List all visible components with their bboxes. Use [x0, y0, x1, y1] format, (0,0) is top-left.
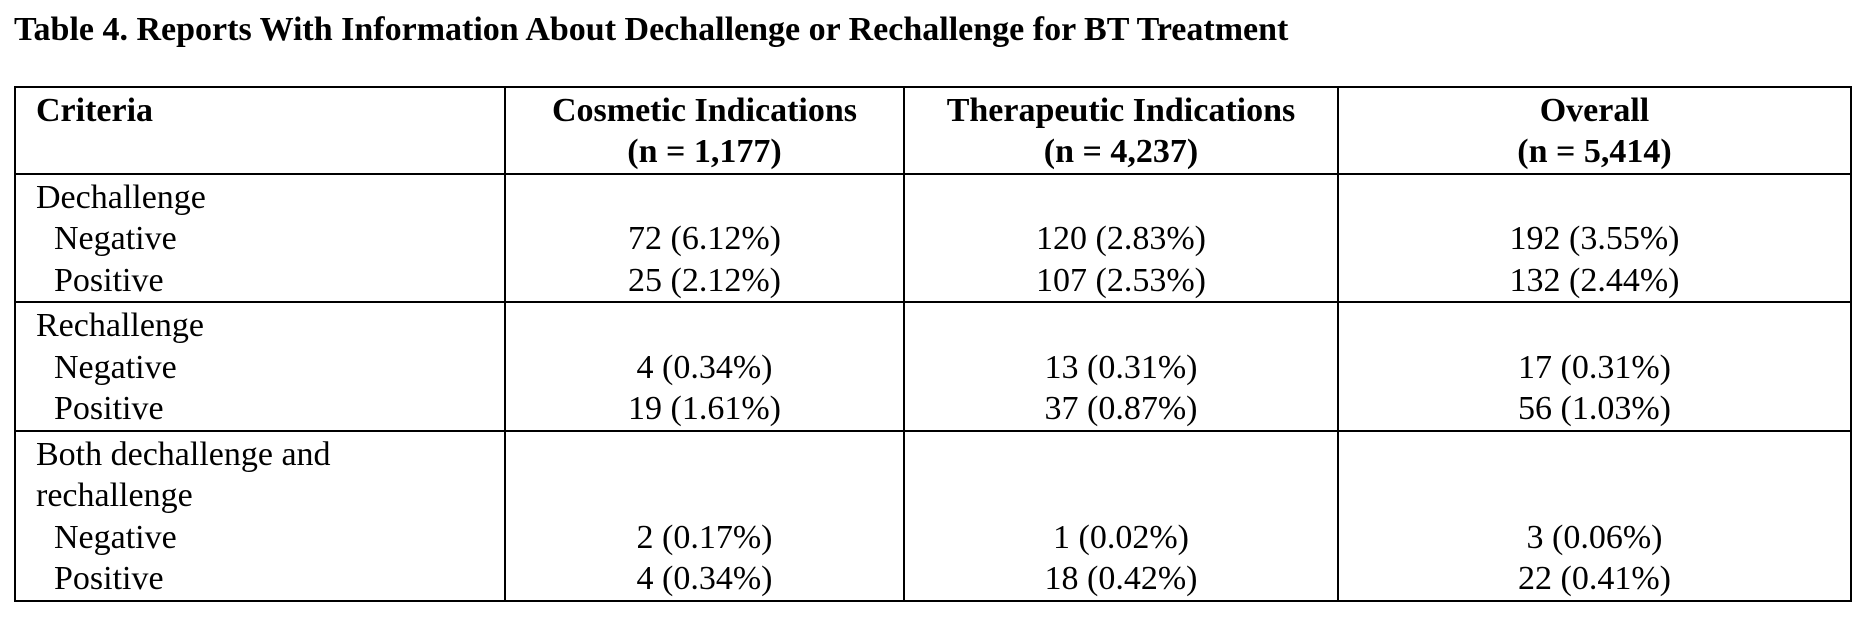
group-label: rechallenge — [36, 477, 193, 515]
criteria-cell: Both dechallenge and rechallenge Negativ… — [14, 429, 506, 602]
row-label: Positive — [54, 390, 164, 428]
row-label: Negative — [54, 220, 177, 258]
value: 4 (0.34%) — [636, 348, 773, 386]
header-overall-n: (n = 5,414) — [1517, 133, 1672, 171]
header-row: Criteria Cosmetic Indications (n = 1,177… — [14, 86, 1852, 175]
table-row-rechallenge: Rechallenge Negative Positive 4 (0.34%) … — [14, 301, 1852, 432]
header-therapeutic-label: Therapeutic Indications — [946, 92, 1296, 129]
group-label: Dechallenge — [36, 178, 206, 216]
results-table: Criteria Cosmetic Indications (n = 1,177… — [14, 86, 1852, 602]
header-overall: Overall (n = 5,414) — [1337, 86, 1852, 175]
value: 1 (0.02%) — [1053, 518, 1189, 556]
row-label: Positive — [54, 560, 164, 598]
value: 2 (0.17%) — [636, 518, 773, 556]
header-therapeutic-n: (n = 4,237) — [1043, 133, 1199, 171]
row-label: Negative — [54, 518, 177, 556]
value: 18 (0.42%) — [1044, 560, 1198, 598]
group-label: Both dechallenge and — [36, 435, 331, 473]
overall-cell: 192 (3.55%) 132 (2.44%) — [1337, 172, 1852, 304]
therapeutic-cell: 120 (2.83%) 107 (2.53%) — [903, 172, 1339, 304]
header-cosmetic: Cosmetic Indications (n = 1,177) — [504, 86, 905, 175]
value: 22 (0.41%) — [1518, 560, 1671, 598]
cosmetic-cell: 2 (0.17%) 4 (0.34%) — [504, 429, 905, 602]
value: 25 (2.12%) — [628, 261, 781, 299]
value: 13 (0.31%) — [1044, 348, 1198, 386]
value: 107 (2.53%) — [1036, 261, 1206, 299]
header-cosmetic-n: (n = 1,177) — [627, 133, 782, 171]
value: 17 (0.31%) — [1518, 348, 1671, 386]
row-label: Negative — [54, 348, 177, 386]
therapeutic-cell: 13 (0.31%) 37 (0.87%) — [903, 301, 1339, 432]
cosmetic-cell: 4 (0.34%) 19 (1.61%) — [504, 301, 905, 432]
therapeutic-cell: 1 (0.02%) 18 (0.42%) — [903, 429, 1339, 602]
cosmetic-cell: 72 (6.12%) 25 (2.12%) — [504, 172, 905, 304]
value: 120 (2.83%) — [1036, 220, 1206, 258]
header-criteria: Criteria — [14, 86, 506, 175]
overall-cell: 3 (0.06%) 22 (0.41%) — [1337, 429, 1852, 602]
value: 72 (6.12%) — [628, 220, 781, 258]
table-row-dechallenge: Dechallenge Negative Positive 72 (6.12%)… — [14, 172, 1852, 304]
header-cosmetic-label: Cosmetic Indications — [551, 92, 858, 129]
table-row-both: Both dechallenge and rechallenge Negativ… — [14, 429, 1852, 602]
value: 4 (0.34%) — [636, 560, 773, 598]
criteria-cell: Rechallenge Negative Positive — [14, 301, 506, 432]
value: 132 (2.44%) — [1509, 261, 1680, 299]
value: 192 (3.55%) — [1509, 220, 1680, 258]
overall-cell: 17 (0.31%) 56 (1.03%) — [1337, 301, 1852, 432]
table-caption: Table 4. Reports With Information About … — [14, 11, 1289, 48]
group-label: Rechallenge — [36, 307, 205, 345]
criteria-cell: Dechallenge Negative Positive — [14, 172, 506, 304]
header-therapeutic: Therapeutic Indications (n = 4,237) — [903, 86, 1339, 175]
value: 19 (1.61%) — [628, 390, 781, 428]
row-label: Positive — [54, 261, 164, 299]
value: 56 (1.03%) — [1518, 390, 1671, 428]
value: 3 (0.06%) — [1526, 518, 1663, 556]
value: 37 (0.87%) — [1044, 390, 1198, 428]
header-overall-label: Overall — [1539, 92, 1650, 129]
